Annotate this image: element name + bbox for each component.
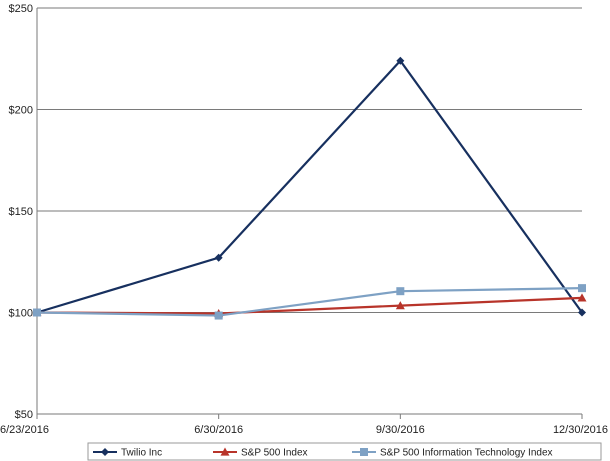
data-point-sandp-500-information-technology-index (214, 311, 223, 320)
data-point-twilio-inc (396, 56, 405, 65)
data-point-twilio-inc (578, 308, 586, 317)
y-tick-label: $100 (9, 308, 33, 320)
x-tick-label: 6/30/2016 (194, 424, 243, 436)
data-point-sandp-500-information-technology-index (578, 284, 586, 293)
data-point-sandp-500-index (395, 301, 405, 310)
x-tick-labels: 6/23/2016 6/30/2016 9/30/2016 12/30/2016 (0, 424, 608, 436)
y-tick-label: $250 (9, 3, 33, 15)
y-tick-labels: $50 $100 $150 $200 $250 (9, 3, 33, 421)
data-point-sandp-500-information-technology-index (33, 308, 41, 317)
y-tick-label: $200 (9, 105, 33, 117)
legend-label-twilio-inc: Twilio Inc (121, 448, 162, 459)
legend-box (87, 442, 602, 461)
axes (36, 8, 583, 419)
legend-marker-sandp-500-information-technology-index (360, 448, 368, 456)
legend-label-sandp-500-index: S&P 500 Index (241, 448, 308, 459)
x-tick-label: 12/30/2016 (553, 424, 608, 436)
gridlines (37, 7, 582, 415)
data-point-twilio-inc (214, 253, 223, 262)
x-tick-label: 9/30/2016 (376, 424, 425, 436)
x-tick-label: 6/23/2016 (0, 424, 49, 436)
series-line-sandp-500-information-technology-index (36, 287, 583, 317)
y-tick-label: $50 (15, 409, 33, 421)
legend-label-sandp-500-information-technology-index: S&P 500 Information Technology Index (380, 448, 553, 459)
data-point-sandp-500-information-technology-index (396, 287, 405, 296)
series-line-sandp-500-index (36, 296, 583, 315)
legend-marker-twilio-inc (101, 448, 109, 456)
series-line-twilio-inc (36, 59, 583, 314)
legend: Twilio Inc S&P 500 Index S&P 500 Informati… (87, 442, 602, 461)
data-point-sandp-500-index (577, 293, 587, 302)
series (32, 56, 587, 320)
y-tick-label: $150 (9, 206, 33, 218)
legend-marker-sandp-500-index (220, 447, 230, 456)
